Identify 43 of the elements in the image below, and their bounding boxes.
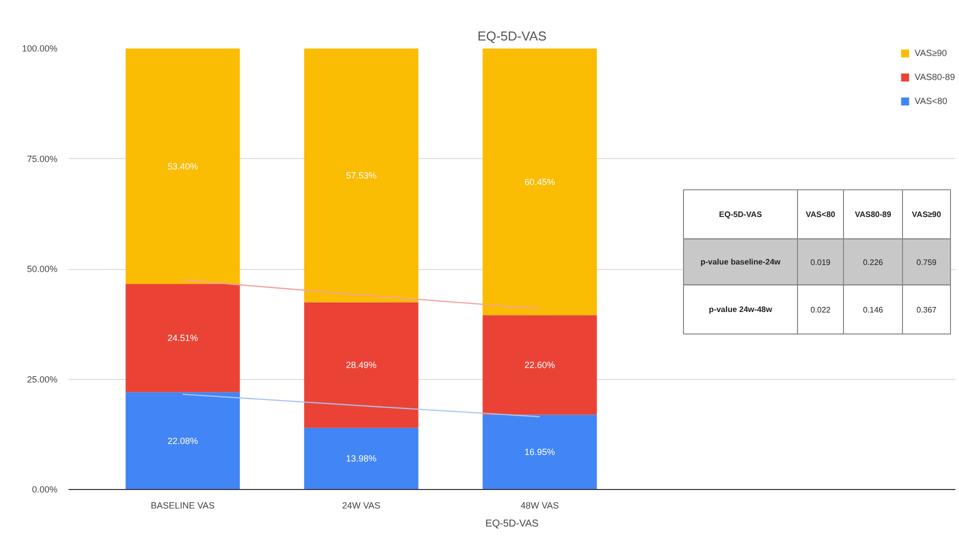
text: 0.019 [810,258,832,267]
data-label: 60.45% [524,176,556,187]
bar [304,428,418,490]
data-label: 28.49% [346,360,377,370]
text: VAS80-89 [854,210,892,219]
bar [126,284,240,392]
data-label: 16.95% [524,447,556,458]
y-tick-label: 25.00% [26,374,58,384]
data-label: 22.08% [167,436,198,446]
data-label: 57.53% [346,170,377,180]
text: 0.146 [862,305,884,314]
data-label: 22.60% [524,360,556,370]
text: 0.226 [862,258,884,267]
y-tick-label: 75.00% [26,154,58,164]
text: 0.022 [810,305,832,314]
y-tick-label: 50.00% [26,264,58,274]
data-label: 24.51% [167,333,198,344]
y-tick-label: 0.00% [32,484,58,494]
text: VAS≥90 [912,210,942,219]
chart-title: EQ-5D-VAS [477,28,547,44]
x-tick-label: BASELINE VAS [150,500,215,510]
text: 0.759 [916,258,938,267]
text: p-value baseline-24w [700,257,782,266]
y-tick-label: 100.00% [22,44,58,54]
bar [304,48,418,302]
bar [126,48,240,284]
text: EQ-5D-VAS [719,210,763,219]
data-label: 53.40% [167,161,198,172]
x-axis-title: EQ-5D-VAS [485,518,539,530]
legend-label: VAS80-89 [914,72,955,82]
bar [482,414,597,490]
bar [304,302,418,428]
bar [482,315,597,415]
legend-label: VAS≥90 [914,48,947,58]
text: VAS<80 [806,210,836,219]
x-tick-label: 48W VAS [520,500,559,510]
bar [126,392,240,490]
x-tick-label: 24W VAS [342,500,380,510]
data-label: 13.98% [346,454,377,464]
text: 0.367 [916,305,938,314]
legend-label: VAS<80 [914,96,948,106]
text: p-value 24w-48w [708,304,773,314]
bar [482,48,597,316]
